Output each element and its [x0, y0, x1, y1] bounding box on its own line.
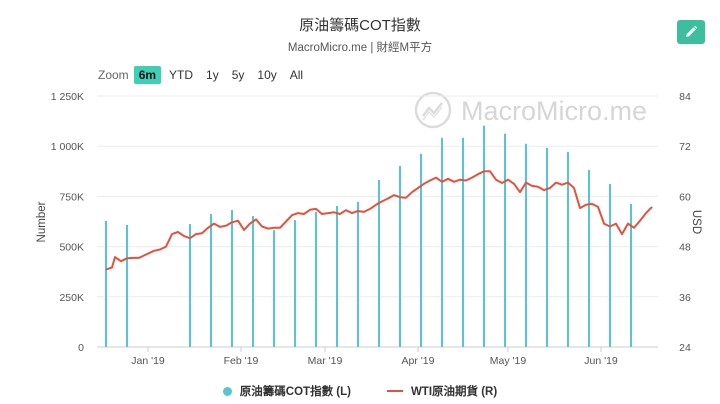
legend-item-cot[interactable]: 原油籌碼COT指數 (L) — [222, 383, 351, 399]
bar — [483, 125, 485, 347]
bar — [399, 165, 401, 347]
y2-tick-label: 48 — [679, 242, 691, 254]
legend-item-wti[interactable]: WTI原油期貨 (R) — [386, 383, 498, 399]
left-axis-title: Number — [36, 201, 48, 242]
bar — [525, 143, 527, 347]
bar — [378, 179, 380, 347]
x-tick-label: May '19 — [490, 355, 527, 367]
bar — [588, 169, 590, 347]
zoom-all-button[interactable]: All — [289, 68, 304, 82]
bar — [546, 147, 548, 347]
legend-label-wti: WTI原油期貨 (R) — [410, 386, 498, 398]
bar — [336, 206, 338, 347]
edit-button[interactable] — [677, 20, 705, 44]
bar — [357, 202, 359, 347]
y-tick-label: 750K — [59, 191, 84, 203]
bar — [126, 224, 128, 347]
zoom-5y-button[interactable]: 5y — [231, 68, 245, 82]
grid-lines — [97, 95, 658, 348]
bar — [609, 183, 611, 347]
x-tick-label: Apr '19 — [402, 355, 435, 367]
right-axis-ticks: 24 36 48 60 72 84 — [679, 91, 691, 354]
right-axis-title: USD — [690, 210, 702, 234]
pencil-icon — [686, 25, 698, 37]
bar — [630, 204, 632, 347]
y-tick-label: 0 — [78, 342, 84, 354]
zoom-ytd-button[interactable]: YTD — [169, 68, 194, 82]
x-tick-label: Jun '19 — [584, 355, 618, 367]
bar — [252, 216, 254, 347]
bar — [273, 230, 275, 347]
bar — [420, 153, 422, 347]
y-tick-label: 250K — [59, 292, 84, 304]
bar — [105, 220, 107, 347]
bar — [567, 151, 569, 347]
bar — [210, 214, 212, 347]
zoom-label: Zoom — [98, 68, 129, 82]
x-tick-label: Feb '19 — [224, 355, 259, 367]
bar — [231, 210, 233, 347]
y-tick-label: 1 250K — [51, 91, 84, 103]
y-tick-label: 500K — [59, 242, 84, 254]
left-axis-ticks: 0 250K 500K 750K 1 000K 1 250K — [51, 91, 84, 354]
macromicro-logo-icon — [414, 91, 452, 129]
watermark: MacroMicro.me — [414, 91, 647, 129]
y2-tick-label: 72 — [679, 141, 691, 153]
zoom-10y-button[interactable]: 10y — [257, 68, 277, 82]
x-tick-label: Jan '19 — [131, 355, 165, 367]
y-tick-label: 1 000K — [51, 141, 84, 153]
chart-title: 原油籌碼COT指數 — [299, 17, 421, 34]
y2-tick-label: 60 — [679, 191, 691, 203]
legend: 原油籌碼COT指數 (L) WTI原油期貨 (R) — [0, 383, 720, 399]
wti-line — [105, 170, 653, 271]
zoom-6m-button[interactable]: 6m — [133, 66, 162, 84]
zoom-1y-button[interactable]: 1y — [206, 68, 219, 82]
legend-line-icon — [386, 390, 403, 392]
line-series — [105, 170, 653, 271]
watermark-text: MacroMicro.me — [461, 96, 647, 126]
y2-tick-label: 36 — [679, 292, 691, 304]
x-axis-ticks: Jan '19 Feb '19 Mar '19 Apr '19 May '19 Jun '… — [131, 347, 618, 367]
bar — [462, 137, 464, 347]
y2-tick-label: 84 — [679, 91, 691, 103]
bar — [504, 133, 506, 347]
chart-subtitle: MacroMicro.me | 財經M平方 — [287, 42, 433, 54]
legend-dot-icon — [222, 386, 232, 396]
bar — [441, 137, 443, 347]
bar — [294, 220, 296, 347]
zoom-bar: Zoom 6m YTD 1y 5y 10y All — [98, 66, 311, 84]
bar — [189, 224, 191, 347]
legend-label-cot: 原油籌碼COT指數 (L) — [239, 386, 351, 398]
x-tick-label: Mar '19 — [308, 355, 343, 367]
y2-tick-label: 24 — [679, 342, 691, 354]
bar-series — [105, 125, 632, 347]
bar — [315, 212, 317, 347]
